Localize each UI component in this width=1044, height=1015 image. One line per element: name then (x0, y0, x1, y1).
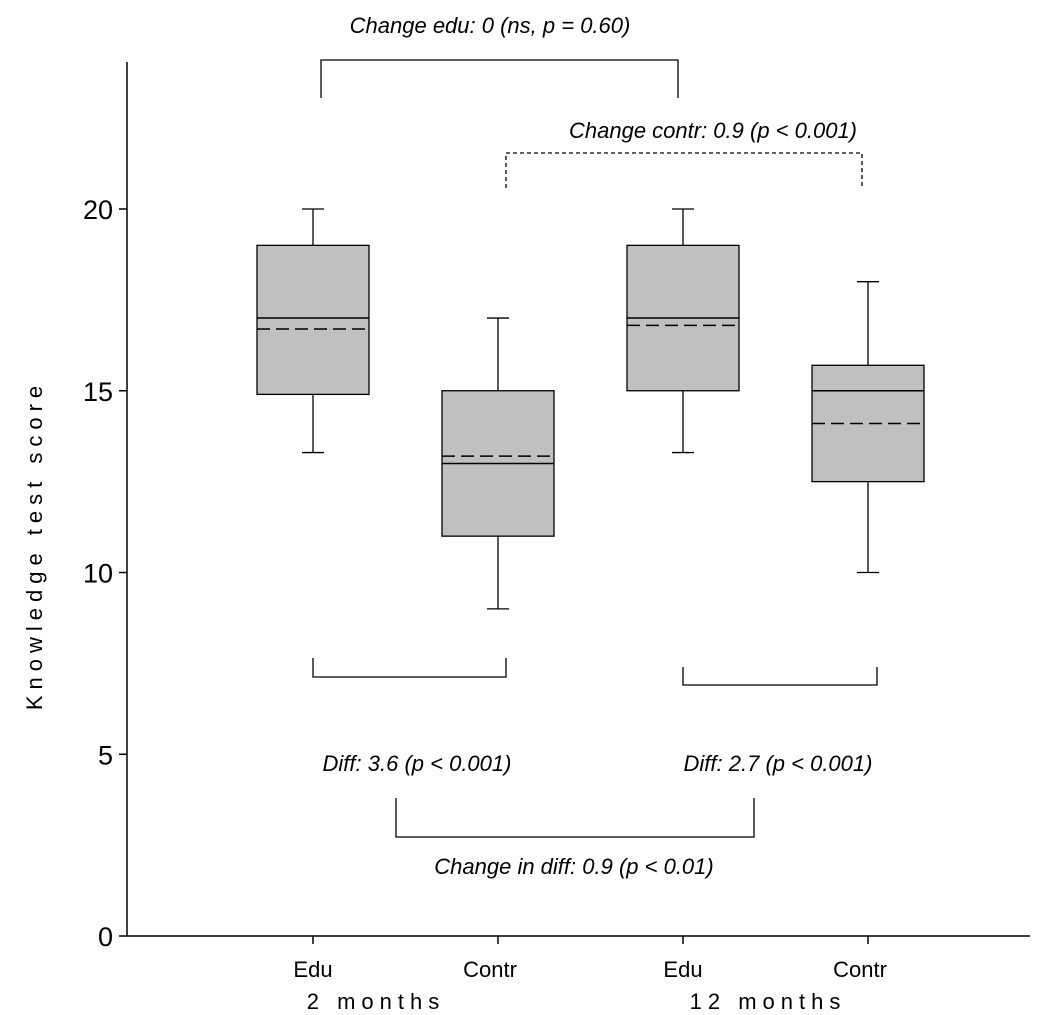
y-tick-label: 15 (83, 377, 113, 407)
y-tick-label: 5 (98, 740, 113, 770)
x-category-label: Edu (663, 957, 702, 982)
x-category-label: Edu (293, 957, 332, 982)
box (811, 364, 925, 483)
annotation-change-contr: Change contr: 0.9 (p < 0.001) (569, 118, 857, 143)
annotation-change-edu: Change edu: 0 (ns, p = 0.60) (350, 13, 631, 38)
bracket-change-in-diff (395, 798, 755, 838)
annotation-change-in-diff: Change in diff: 0.9 (p < 0.01) (434, 854, 713, 879)
box (256, 244, 370, 396)
bracket-diff-2-months (312, 658, 507, 678)
axes: 0 5 10 15 20 (83, 62, 1030, 952)
bracket-change-edu (320, 59, 679, 98)
x-group-label: 2 months (307, 989, 446, 1014)
bracket-diff-12-months (682, 667, 878, 686)
annotation-diff-2-months: Diff: 3.6 (p < 0.001) (323, 751, 512, 776)
x-category-label: Contr (833, 957, 887, 982)
bracket-change-contr (505, 152, 863, 188)
y-axis-label: Knowledge test score (22, 380, 47, 710)
y-tick-label: 10 (83, 559, 113, 589)
comparison-brackets (312, 59, 878, 838)
x-category-label: Contr (463, 957, 517, 982)
x-group-label: 12 months (690, 989, 847, 1014)
y-tick-label: 0 (98, 922, 113, 952)
y-tick-label: 20 (83, 195, 113, 225)
annotation-diff-12-months: Diff: 2.7 (p < 0.001) (684, 751, 873, 776)
boxes (256, 208, 925, 610)
